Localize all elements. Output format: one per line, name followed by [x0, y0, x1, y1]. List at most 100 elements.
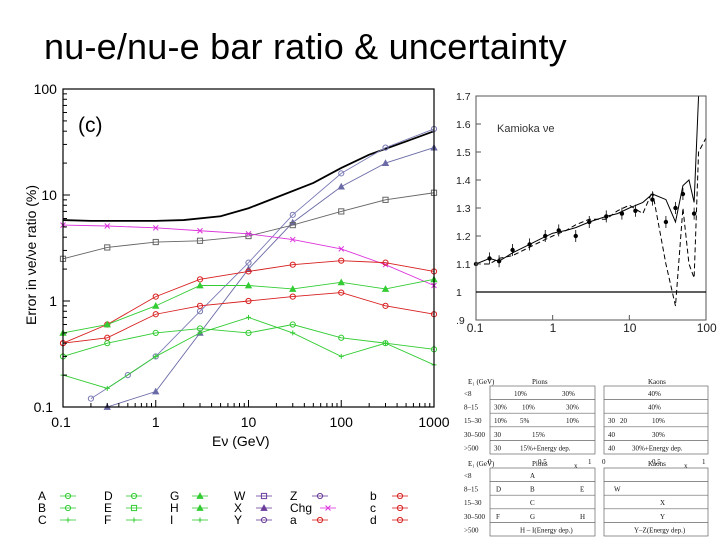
main-plot-frame — [62, 88, 435, 408]
legend-swatch-i — [197, 517, 203, 523]
data-point-a — [244, 281, 253, 289]
table-kaons-header: Kaons — [648, 460, 666, 468]
legend-swatch-d — [130, 492, 138, 500]
table-axis-label: 1 — [588, 458, 592, 466]
legend-label-chg: Chg — [290, 501, 312, 515]
table-pions-cell: 10% — [566, 417, 579, 425]
table-row-label: 8–15 — [464, 404, 479, 412]
table-row-label: >500 — [464, 444, 479, 452]
table-kaons-cell: Y — [660, 513, 665, 521]
table-row-label: >500 — [464, 526, 479, 534]
table-pions-cell: 5% — [520, 417, 530, 425]
table-pions-cell: D — [496, 486, 501, 494]
data-point-c — [290, 330, 296, 336]
data-point-c — [104, 385, 110, 391]
y-tick-label: 0.1 — [34, 399, 54, 415]
table-row-label: 15–30 — [464, 499, 482, 507]
data-point-a — [152, 302, 160, 309]
data-point-b — [338, 334, 345, 341]
kamioka-y-tick-label: 1.1 — [456, 259, 471, 271]
table-row-label: 30–500 — [464, 513, 486, 521]
data-point-y — [381, 159, 390, 166]
data-point-c — [338, 353, 344, 359]
systematics-tables: E₁ (GeV) Pions Kaons <8 8–15 15–30 30–500 >500 1… — [464, 378, 709, 537]
table-axis-title: x — [684, 462, 688, 470]
data-point-z — [152, 353, 159, 360]
table-pions-cell: H — [580, 513, 585, 521]
legend-swatch-chg — [325, 505, 331, 511]
data-point-y — [152, 387, 160, 395]
table-pions-cell: H – I(Energy dep.) — [520, 526, 573, 534]
data-point-b — [152, 293, 159, 300]
table-row-label: 30–500 — [464, 431, 486, 439]
data-point-c — [152, 311, 159, 318]
table-pions-cell: E — [580, 486, 584, 494]
y-tick-label: 10 — [41, 187, 57, 203]
legend-label-c: C — [38, 513, 47, 527]
table-kaons-cell: 30%+Energy dep. — [632, 444, 683, 452]
table-axis-title: x — [574, 462, 578, 470]
table-kaons-header: Kaons — [648, 378, 666, 386]
data-point-b — [382, 340, 389, 347]
legend-label-d: d — [370, 513, 377, 527]
table-kaons-cell: 40% — [648, 404, 661, 412]
table-pions-cell: 30% — [494, 404, 507, 412]
table-pions-cell: A — [530, 472, 535, 480]
series-line-c — [62, 292, 435, 344]
table-kaons-cell: Y–Z(Energy dep.) — [634, 526, 686, 534]
legend-label-e: E — [104, 501, 112, 515]
table-kaons-cell: 10% — [652, 417, 665, 425]
table-kaons-cell: W — [614, 486, 621, 494]
legend-swatch-a — [316, 516, 324, 524]
table-left-header: E₁ (GeV) — [468, 460, 495, 468]
table-pions-cell: 10% — [522, 404, 535, 412]
table-kaons-cell: 30 — [608, 417, 616, 425]
table-pions-cell: 15%+Energy dep. — [520, 444, 571, 452]
data-point-chg — [152, 224, 159, 231]
table-pions-cell: C — [530, 499, 535, 507]
table-axis-label: 0 — [602, 458, 606, 466]
kamioka-line-solid — [475, 95, 706, 265]
table-pions-cell: 15% — [532, 431, 545, 439]
legend-swatch-x — [260, 504, 268, 511]
data-point-chg — [197, 227, 203, 234]
legend-label-f: F — [104, 513, 111, 527]
kamioka-y-tick-label: 1.2 — [456, 231, 471, 243]
data-point-z — [382, 144, 389, 151]
kamioka-y-tick-label: 1.5 — [456, 147, 471, 159]
data-point-c — [289, 293, 296, 300]
x-tick-label: 0.1 — [51, 414, 71, 430]
table-pions-cell: 30% — [562, 390, 575, 398]
table-pions-header: Pions — [532, 460, 548, 468]
data-point-z — [289, 211, 296, 218]
x-axis-label: Eν (GeV) — [212, 433, 270, 449]
x-tick-label: 100 — [330, 414, 354, 430]
legend-label-y: Y — [234, 513, 242, 527]
data-point-c — [246, 314, 251, 320]
kamioka-x-tick-label: 100 — [697, 321, 717, 335]
legend-swatch-c — [65, 517, 71, 523]
kamioka-y-tick-label: 1.4 — [456, 175, 471, 187]
kamioka-x-tick-label: 1 — [550, 321, 557, 335]
data-point-b — [245, 268, 252, 275]
data-point-b — [289, 261, 296, 268]
legend-swatch-d — [396, 516, 404, 524]
table-pions-cell: B — [530, 486, 535, 494]
pions-box — [489, 385, 596, 455]
series-line-y — [107, 147, 435, 408]
pions-box — [489, 467, 596, 537]
data-point-b — [382, 259, 389, 266]
legend-label-b: B — [38, 501, 46, 515]
x-tick-label: 1 — [152, 414, 160, 430]
table-kaons-cell: 40 — [608, 444, 616, 452]
kamioka-y-tick-label: 1.6 — [456, 119, 471, 131]
series-line-b — [62, 324, 435, 357]
data-point-chg — [104, 223, 111, 229]
table-row-label: 8–15 — [464, 486, 479, 494]
table-axis-label: 0.5 — [538, 458, 547, 466]
legend-swatch-g — [196, 492, 204, 499]
legend-label-w: W — [234, 489, 246, 503]
kaons-box — [603, 385, 709, 455]
